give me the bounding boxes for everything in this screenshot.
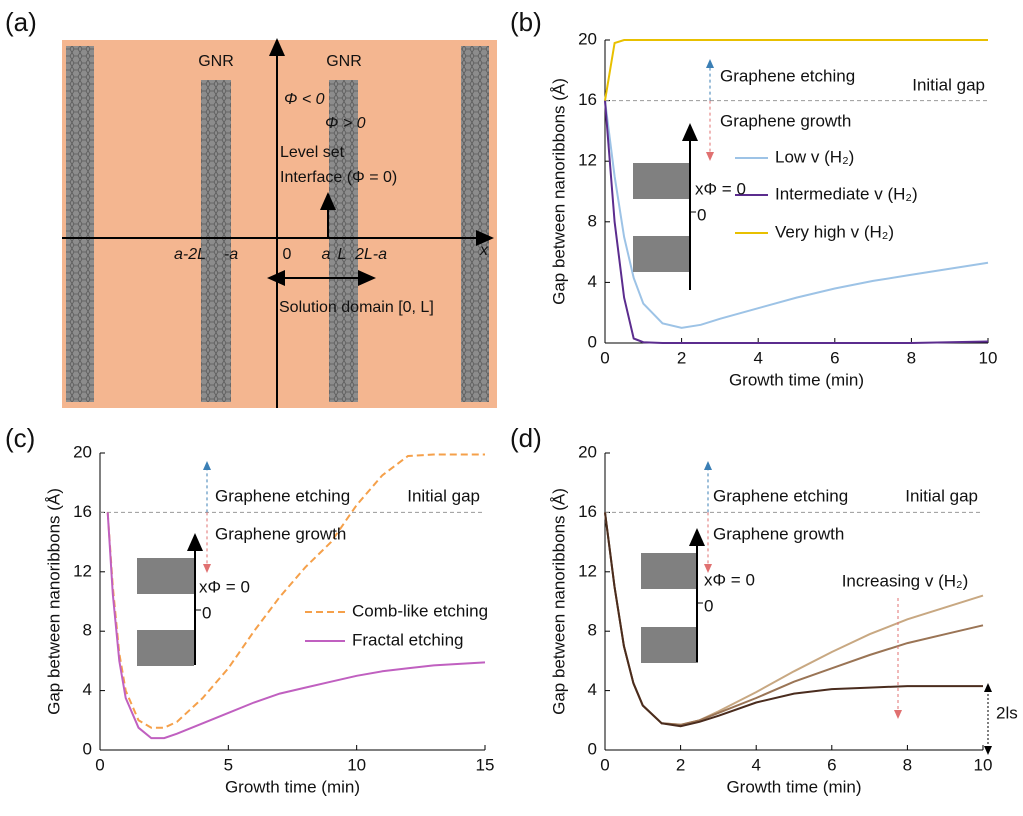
- x-tick-label: 6: [830, 348, 839, 367]
- y-tick-label: 16: [578, 502, 597, 521]
- inset-label: 0: [202, 603, 211, 622]
- inset-block: [633, 163, 690, 199]
- x-mark-label: -a: [224, 246, 238, 263]
- x-tick-label: 8: [903, 755, 912, 774]
- level-set-label: Level set: [280, 144, 345, 161]
- y-tick-label: 20: [578, 29, 597, 48]
- y-tick-label: 4: [588, 272, 597, 291]
- x-axis-label: Growth time (min): [225, 777, 360, 796]
- annotation: Graphene etching: [713, 486, 848, 505]
- domain-background: [62, 40, 497, 408]
- x-tick-label: 0: [600, 348, 609, 367]
- y-tick-label: 12: [578, 561, 597, 580]
- y-tick-label: 4: [83, 680, 92, 699]
- inset-label: xΦ = 0: [695, 179, 746, 198]
- annotation: 2ls: [996, 703, 1018, 722]
- annotation: Initial gap: [407, 486, 480, 505]
- x-tick-label: 0: [95, 755, 104, 774]
- y-tick-label: 8: [588, 211, 597, 230]
- y-tick-label: 12: [73, 561, 92, 580]
- y-tick-label: 20: [578, 442, 597, 461]
- y-tick-label: 0: [83, 739, 92, 758]
- inset-block: [137, 558, 194, 594]
- panel-label: (b): [510, 7, 542, 37]
- annotation: Graphene growth: [713, 524, 844, 543]
- x-tick-label: 10: [979, 348, 998, 367]
- ribbon: [461, 46, 489, 402]
- y-tick-label: 16: [578, 90, 597, 109]
- x-tick-label: 10: [974, 755, 993, 774]
- inset-label: xΦ = 0: [199, 577, 250, 596]
- x-mark-label: a-2L: [174, 246, 206, 263]
- interface-label: Interface (Φ = 0): [280, 169, 397, 186]
- domain-label: Solution domain [0, L]: [279, 299, 434, 316]
- inset-label: 0: [704, 596, 713, 615]
- annotation: Graphene etching: [720, 66, 855, 85]
- y-tick-label: 0: [588, 332, 597, 351]
- y-axis-label: Gap between nanoribbons (Å): [549, 488, 568, 715]
- annotation: Increasing v (H₂): [842, 571, 969, 590]
- y-axis-label: Gap between nanoribbons (Å): [44, 488, 63, 715]
- y-tick-label: 4: [588, 680, 597, 699]
- inset-block: [641, 553, 698, 589]
- phi-label: Φ < 0: [284, 91, 325, 108]
- gnr-label: GNR: [326, 53, 362, 70]
- x-tick-label: 8: [907, 348, 916, 367]
- x-axis-label: Growth time (min): [729, 370, 864, 389]
- y-tick-label: 8: [588, 621, 597, 640]
- inset-block: [641, 627, 698, 663]
- phi-label: Φ > 0: [325, 115, 366, 132]
- y-tick-label: 12: [578, 151, 597, 170]
- y-tick-label: 16: [73, 502, 92, 521]
- inset-block: [137, 630, 194, 666]
- gnr-label: GNR: [198, 53, 234, 70]
- panel-a: (a) GNR GNR Φ < 0 Φ > 0 Level set Interf…: [5, 7, 497, 408]
- x-mark-label: 0: [283, 246, 292, 263]
- annotation: Initial gap: [905, 486, 978, 505]
- annotation: Graphene growth: [720, 111, 851, 130]
- x-tick-label: 2: [677, 348, 686, 367]
- panel-label: (c): [5, 423, 35, 453]
- x-tick-label: 2: [676, 755, 685, 774]
- x-mark-label: L: [338, 246, 347, 263]
- x-tick-label: 5: [224, 755, 233, 774]
- x-mark-label: 2L-a: [354, 246, 387, 263]
- panel-label: (d): [510, 423, 542, 453]
- ribbon: [201, 80, 231, 402]
- x-axis-label: x: [479, 242, 489, 259]
- ribbon: [329, 80, 358, 402]
- y-tick-label: 0: [588, 739, 597, 758]
- ribbon: [66, 46, 94, 402]
- x-axis-label: Growth time (min): [726, 777, 861, 796]
- series-line: [604, 100, 989, 329]
- annotation: Initial gap: [912, 75, 985, 94]
- inset-label: xΦ = 0: [704, 570, 755, 589]
- x-tick-label: 10: [347, 755, 366, 774]
- series-line: [106, 512, 486, 740]
- x-tick-label: 6: [827, 755, 836, 774]
- series-line: [604, 39, 988, 101]
- annotation: Graphene growth: [215, 524, 346, 543]
- legend-label: Low v (H₂): [775, 147, 854, 166]
- x-tick-label: 0: [600, 755, 609, 774]
- panel-label: (a): [5, 7, 37, 37]
- x-tick-label: 15: [476, 755, 495, 774]
- legend-label: Fractal etching: [352, 630, 464, 649]
- x-mark-label: a: [322, 246, 331, 263]
- x-tick-label: 4: [751, 755, 760, 774]
- legend-label: Very high v (H₂): [775, 222, 894, 241]
- series-line: [604, 512, 983, 728]
- inset-label: 0: [697, 205, 706, 224]
- x-tick-label: 4: [753, 348, 762, 367]
- y-tick-label: 8: [83, 621, 92, 640]
- y-axis-label: Gap between nanoribbons (Å): [549, 78, 568, 305]
- series-line: [604, 100, 989, 344]
- legend-label: Comb-like etching: [352, 601, 488, 620]
- y-tick-label: 20: [73, 442, 92, 461]
- inset-block: [633, 236, 690, 272]
- annotation: Graphene etching: [215, 486, 350, 505]
- legend-label: Intermediate v (H₂): [775, 184, 918, 203]
